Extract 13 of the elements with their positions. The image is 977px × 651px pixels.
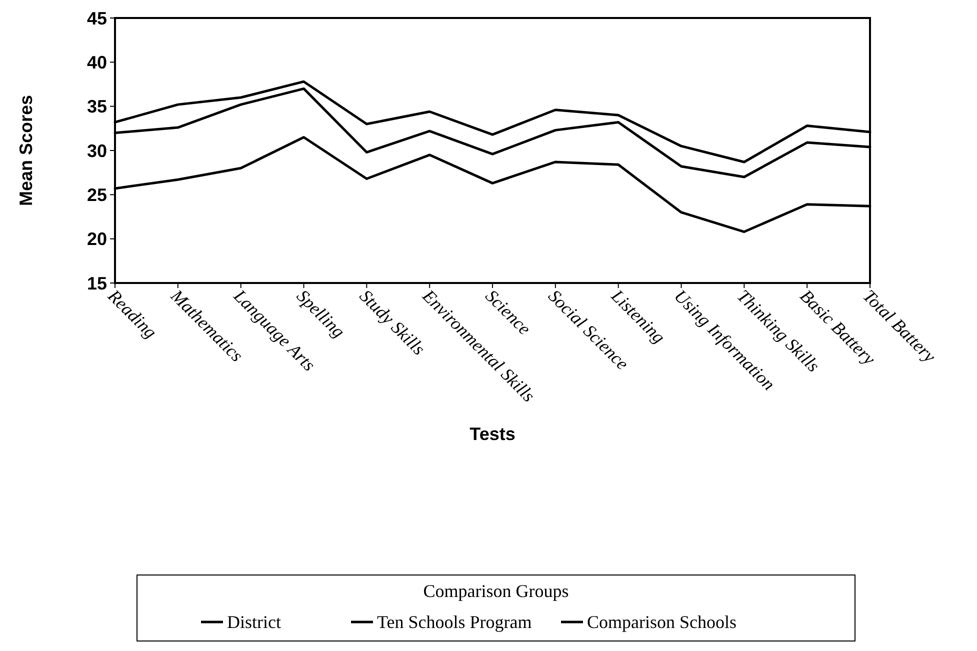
y-axis-title: Mean Scores [16,94,36,206]
y-tick-label: 20 [86,229,107,250]
y-tick-label: 30 [86,140,107,161]
y-tick-label: 40 [86,52,107,72]
y-tick-label: 35 [86,96,107,117]
legend-label: District [227,612,281,632]
y-tick-label: 25 [86,184,107,205]
legend-title: Comparison Groups [423,581,569,601]
legend-label: Comparison Schools [587,612,737,632]
x-axis-title: Tests [470,424,516,444]
legend-label: Ten Schools Program [377,612,532,632]
y-tick-label: 45 [86,8,107,28]
y-tick-label: 15 [86,273,107,294]
